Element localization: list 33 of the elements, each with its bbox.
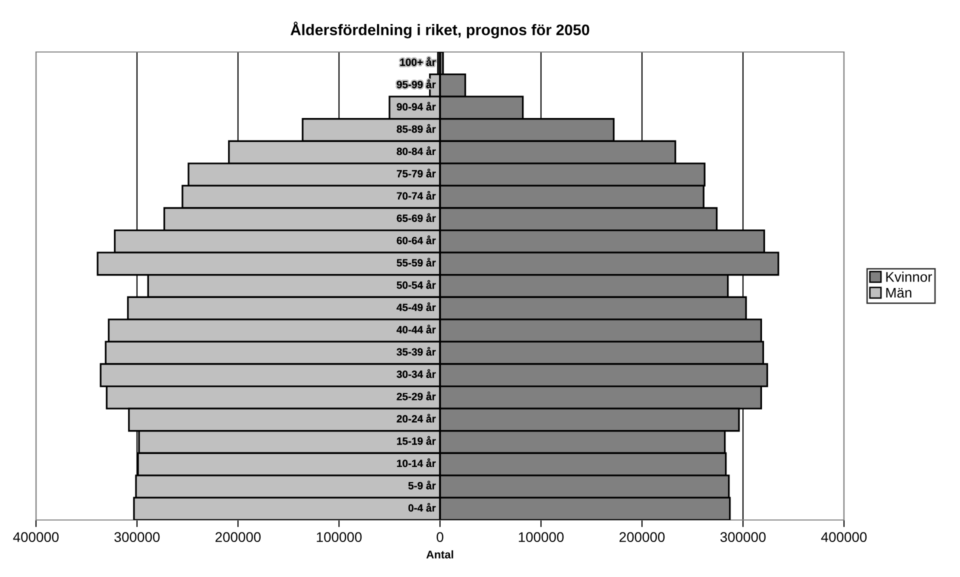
x-tick-label: 0 [436, 532, 444, 542]
y-tick-label: 50-54 år [396, 280, 436, 289]
x-tick-label: 400000 [821, 532, 867, 542]
y-tick-label: 10-14 år [397, 458, 436, 468]
y-tick-label: 75-79 år [396, 168, 436, 178]
y-tick-label: 70-74 år [396, 190, 436, 200]
x-tick-label: 400000 [13, 532, 59, 542]
x-tick-label: 100000 [316, 532, 362, 542]
y-tick-label: 85-89 år [396, 124, 436, 133]
y-tick-label: 25-29 år [396, 392, 436, 400]
y-tick-label: 45-49 år [396, 302, 436, 312]
y-tick-label: 65-69 år [396, 213, 436, 222]
y-tick-label: 60-64 år [396, 236, 436, 244]
chart-title: Åldersfördelning i riket, prognos för 2050 [290, 22, 590, 38]
x-tick-label: 200000 [216, 532, 261, 542]
y-tick-label: 90-94 år [396, 102, 436, 111]
x-tick-label: 300000 [720, 532, 766, 542]
y-tick-label: 35-39 år [396, 346, 436, 356]
y-tick-label: 15-19 år [397, 436, 436, 445]
x-axis-title: Antal [426, 550, 454, 558]
y-tick-label: 100+ år [400, 57, 436, 66]
y-tick-label: 40-44 år [396, 324, 436, 334]
y-tick-label: 5-9 år [408, 480, 436, 490]
legend-label: Män [886, 288, 912, 298]
y-tick-label: 30-34 år [396, 369, 436, 378]
y-tick-label: 0-4 år [408, 502, 436, 512]
x-tick-label: 100000 [518, 532, 564, 542]
x-tick-label: 300000 [114, 532, 160, 542]
x-tick-label: 200000 [620, 532, 665, 542]
y-tick-label: 80-84 år [396, 146, 436, 156]
y-tick-label: 20-24 år [396, 414, 436, 423]
y-tick-label: 55-59 år [396, 258, 436, 267]
legend-label: Kvinnor [886, 272, 932, 282]
